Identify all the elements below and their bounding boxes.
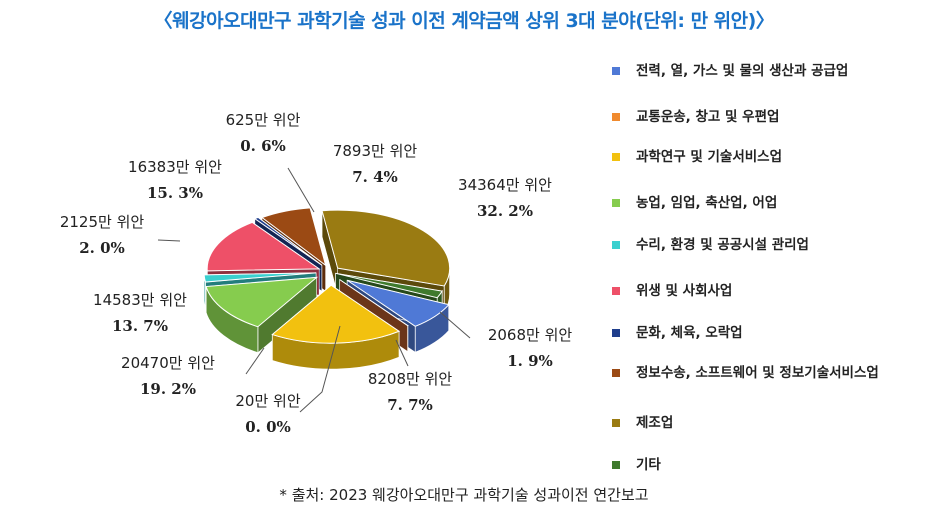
chart-title: 〈웨강아오대만구 과학기술 성과 이전 계약금액 상위 3대 분야(단위: 만 …	[153, 10, 775, 32]
pie-slice-top-8	[253, 216, 323, 266]
leader-line-2	[395, 339, 409, 367]
percent-label-1: 1. 9%	[507, 352, 553, 370]
legend-label-0: 전력, 열, 가스 및 물의 생산과 공급업	[636, 63, 849, 79]
legend-swatch-9	[612, 461, 620, 469]
pie-slice-top-6	[203, 272, 317, 283]
percent-label-3: 0. 0%	[245, 418, 291, 436]
percent-label-0: 32. 2%	[477, 202, 533, 220]
value-label-1: 2068만 위안	[488, 326, 573, 344]
value-label-8: 625만 위안	[226, 111, 301, 129]
pie-slice-top-3	[339, 279, 409, 327]
legend-swatch-0	[612, 67, 620, 75]
legend-swatch-3	[612, 199, 620, 207]
percent-label-2: 7. 7%	[387, 396, 433, 414]
pie-slice-5	[205, 276, 319, 354]
pie-slice-top-4	[271, 284, 401, 344]
percent-label-4: 19. 2%	[140, 380, 196, 398]
pie-slice-top-1	[335, 272, 443, 299]
leader-line-3	[299, 325, 341, 413]
legend-swatch-1	[612, 113, 620, 121]
percent-label-8: 0. 6%	[240, 137, 286, 155]
pie-slice-top-0	[321, 209, 451, 287]
legend-label-4: 수리, 환경 및 공공시설 관리업	[636, 237, 809, 253]
leader-line-1	[439, 311, 471, 339]
leader-line-4	[245, 347, 265, 375]
pie-slice-top-9	[260, 207, 327, 267]
pie-slice-top-7	[206, 221, 321, 272]
legend-label-8: 제조업	[636, 415, 674, 431]
legend-label-2: 과학연구 및 기술서비스업	[636, 149, 783, 165]
percent-label-9: 7. 4%	[352, 168, 398, 186]
legend-swatch-4	[612, 241, 620, 249]
value-label-5: 14583만 위안	[93, 291, 187, 309]
value-label-9: 7893만 위안	[333, 142, 418, 160]
legend-swatch-8	[612, 419, 620, 427]
legend-label-9: 기타	[636, 457, 661, 473]
legend-swatch-5	[612, 287, 620, 295]
value-label-0: 34364만 위안	[458, 176, 552, 194]
leader-line-6	[157, 239, 181, 242]
legend-label-5: 위생 및 사회사업	[636, 283, 733, 299]
percent-label-7: 15. 3%	[147, 184, 203, 202]
pie-slices-group	[203, 207, 451, 370]
legend-swatch-6	[612, 329, 620, 337]
legend-label-6: 문화, 체육, 오락업	[636, 325, 743, 341]
percent-label-6: 2. 0%	[79, 239, 125, 257]
leader-line-8	[287, 167, 315, 213]
legend-swatch-7	[612, 369, 620, 377]
percent-label-5: 13. 7%	[112, 317, 168, 335]
value-label-4: 20470만 위안	[121, 354, 215, 372]
value-label-6: 2125만 위안	[60, 213, 145, 231]
legend-label-3: 농업, 임업, 축산업, 어업	[636, 195, 778, 211]
pie-chart: 34364만 위안 32. 2% 2068만 위안 1. 9% 8208만 위안 7. 7…	[60, 111, 573, 436]
legend-swatch-2	[612, 153, 620, 161]
pie-slice-top-2	[346, 279, 450, 327]
value-label-3: 20만 위안	[235, 392, 300, 410]
value-label-2: 8208만 위안	[368, 370, 453, 388]
source-note: * 출처: 2023 웨강아오대만구 과학기술 성과이전 연간보고	[279, 486, 649, 504]
legend-label-1: 교통운송, 창고 및 우편업	[636, 109, 780, 125]
value-label-7: 16383만 위안	[128, 158, 222, 176]
legend-label-7: 정보수송, 소프트웨어 및 정보기술서비스업	[636, 365, 879, 381]
data-labels-group: 34364만 위안 32. 2% 2068만 위안 1. 9% 8208만 위안 7. 7…	[60, 111, 573, 436]
pie-slice-top-5	[205, 276, 319, 328]
pie-slice-4	[271, 284, 401, 370]
